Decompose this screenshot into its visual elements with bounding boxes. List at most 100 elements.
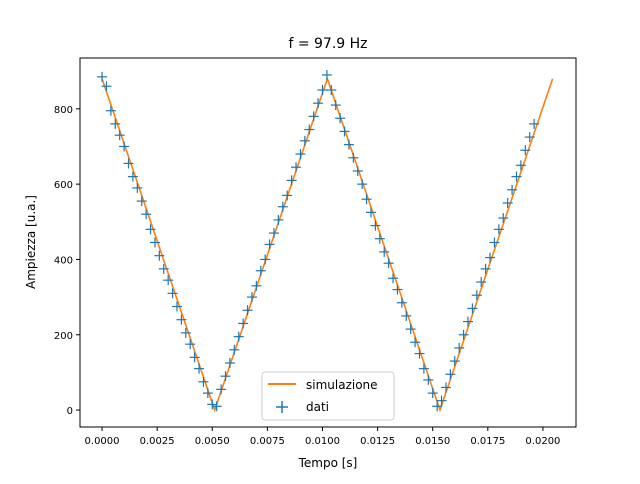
data-point [388,273,399,284]
x-tick-label: 0.0025 [140,436,175,447]
x-axis-label: Tempo [s] [298,456,358,470]
data-point [507,184,518,195]
x-tick-label: 0.0200 [525,436,560,447]
data-point [233,331,244,342]
data-point [224,357,235,368]
data-point [286,175,297,186]
y-tick-label: 0 [67,406,73,417]
data-point [105,105,116,116]
data-point [145,224,156,235]
data-point [502,197,513,208]
x-tick-label: 0.0075 [250,436,285,447]
chart-title: f = 97.9 Hz [288,36,367,52]
data-point [365,207,376,218]
y-axis-label: Ampiezza [u.a.] [24,195,38,289]
data-point [189,352,200,363]
data-point [127,171,138,182]
y-tick-label: 800 [54,105,73,116]
data-point [524,132,535,143]
legend-marker-swatch [276,401,288,413]
data-point [458,329,469,340]
data-point [198,376,209,387]
data-point [330,100,341,111]
data-point [260,254,271,265]
data-point [511,171,522,182]
data-point [410,337,421,348]
data-point [498,213,509,224]
legend: simulazione dati [261,371,395,421]
data-point [392,284,403,295]
data-point [202,388,213,399]
plot-area [97,69,554,413]
data-point [383,258,394,269]
data-point [418,363,429,374]
data-point [480,263,491,274]
data-point [436,395,447,406]
data-point [220,371,231,382]
y-tick-label: 400 [54,255,73,266]
data-point [255,265,266,276]
data-point [335,113,346,124]
data-point [414,348,425,359]
data-point [242,305,253,316]
data-point [211,401,222,412]
data-point [440,382,451,393]
data-point [313,98,324,109]
data-point [176,314,187,325]
data-point [379,246,390,257]
data-point [97,71,108,82]
data-point [246,292,257,303]
data-point [520,145,531,156]
data-point [449,356,460,367]
data-point [154,250,165,261]
data-point [277,201,288,212]
data-point [216,384,227,395]
data-point [163,275,174,286]
data-point [370,220,381,231]
data-point [180,327,191,338]
data-point [471,290,482,301]
x-tick-label: 0.0050 [195,436,230,447]
data-point [207,399,218,410]
data-point [141,209,152,220]
legend-label-dati: dati [306,400,329,414]
data-point [317,85,328,96]
x-tick-label: 0.0150 [415,436,450,447]
data-point [119,141,130,152]
axes-frame [79,57,577,428]
data-point [308,111,319,122]
data-point [101,81,112,92]
data-point [489,237,500,248]
data-point [357,179,368,190]
data-point [432,401,443,412]
data-point [529,118,540,129]
data-point [427,388,438,399]
x-axis: 0.0000 0.0025 0.0050 0.0075 0.0100 0.0125 0.01… [85,427,560,447]
data-point [238,318,249,329]
data-point [123,158,134,169]
data-point [352,165,363,176]
data-point [132,182,143,193]
y-tick-label: 600 [54,180,73,191]
data-point [374,233,385,244]
data-point [304,124,315,135]
data-point [136,196,147,207]
data-point [291,162,302,173]
data-point [493,224,504,235]
data-point [110,118,121,129]
data-point [445,369,456,380]
y-tick-label: 200 [54,331,73,342]
data-point [515,160,526,171]
data-point [321,69,332,80]
data-point [295,149,306,160]
data-point [396,297,407,308]
data-point [343,139,354,150]
data-point [339,126,350,137]
data-point [454,342,465,353]
data-point [348,152,359,163]
x-tick-label: 0.0000 [85,436,120,447]
x-tick-label: 0.0100 [305,436,340,447]
data-point [326,85,337,96]
data-point [299,135,310,146]
